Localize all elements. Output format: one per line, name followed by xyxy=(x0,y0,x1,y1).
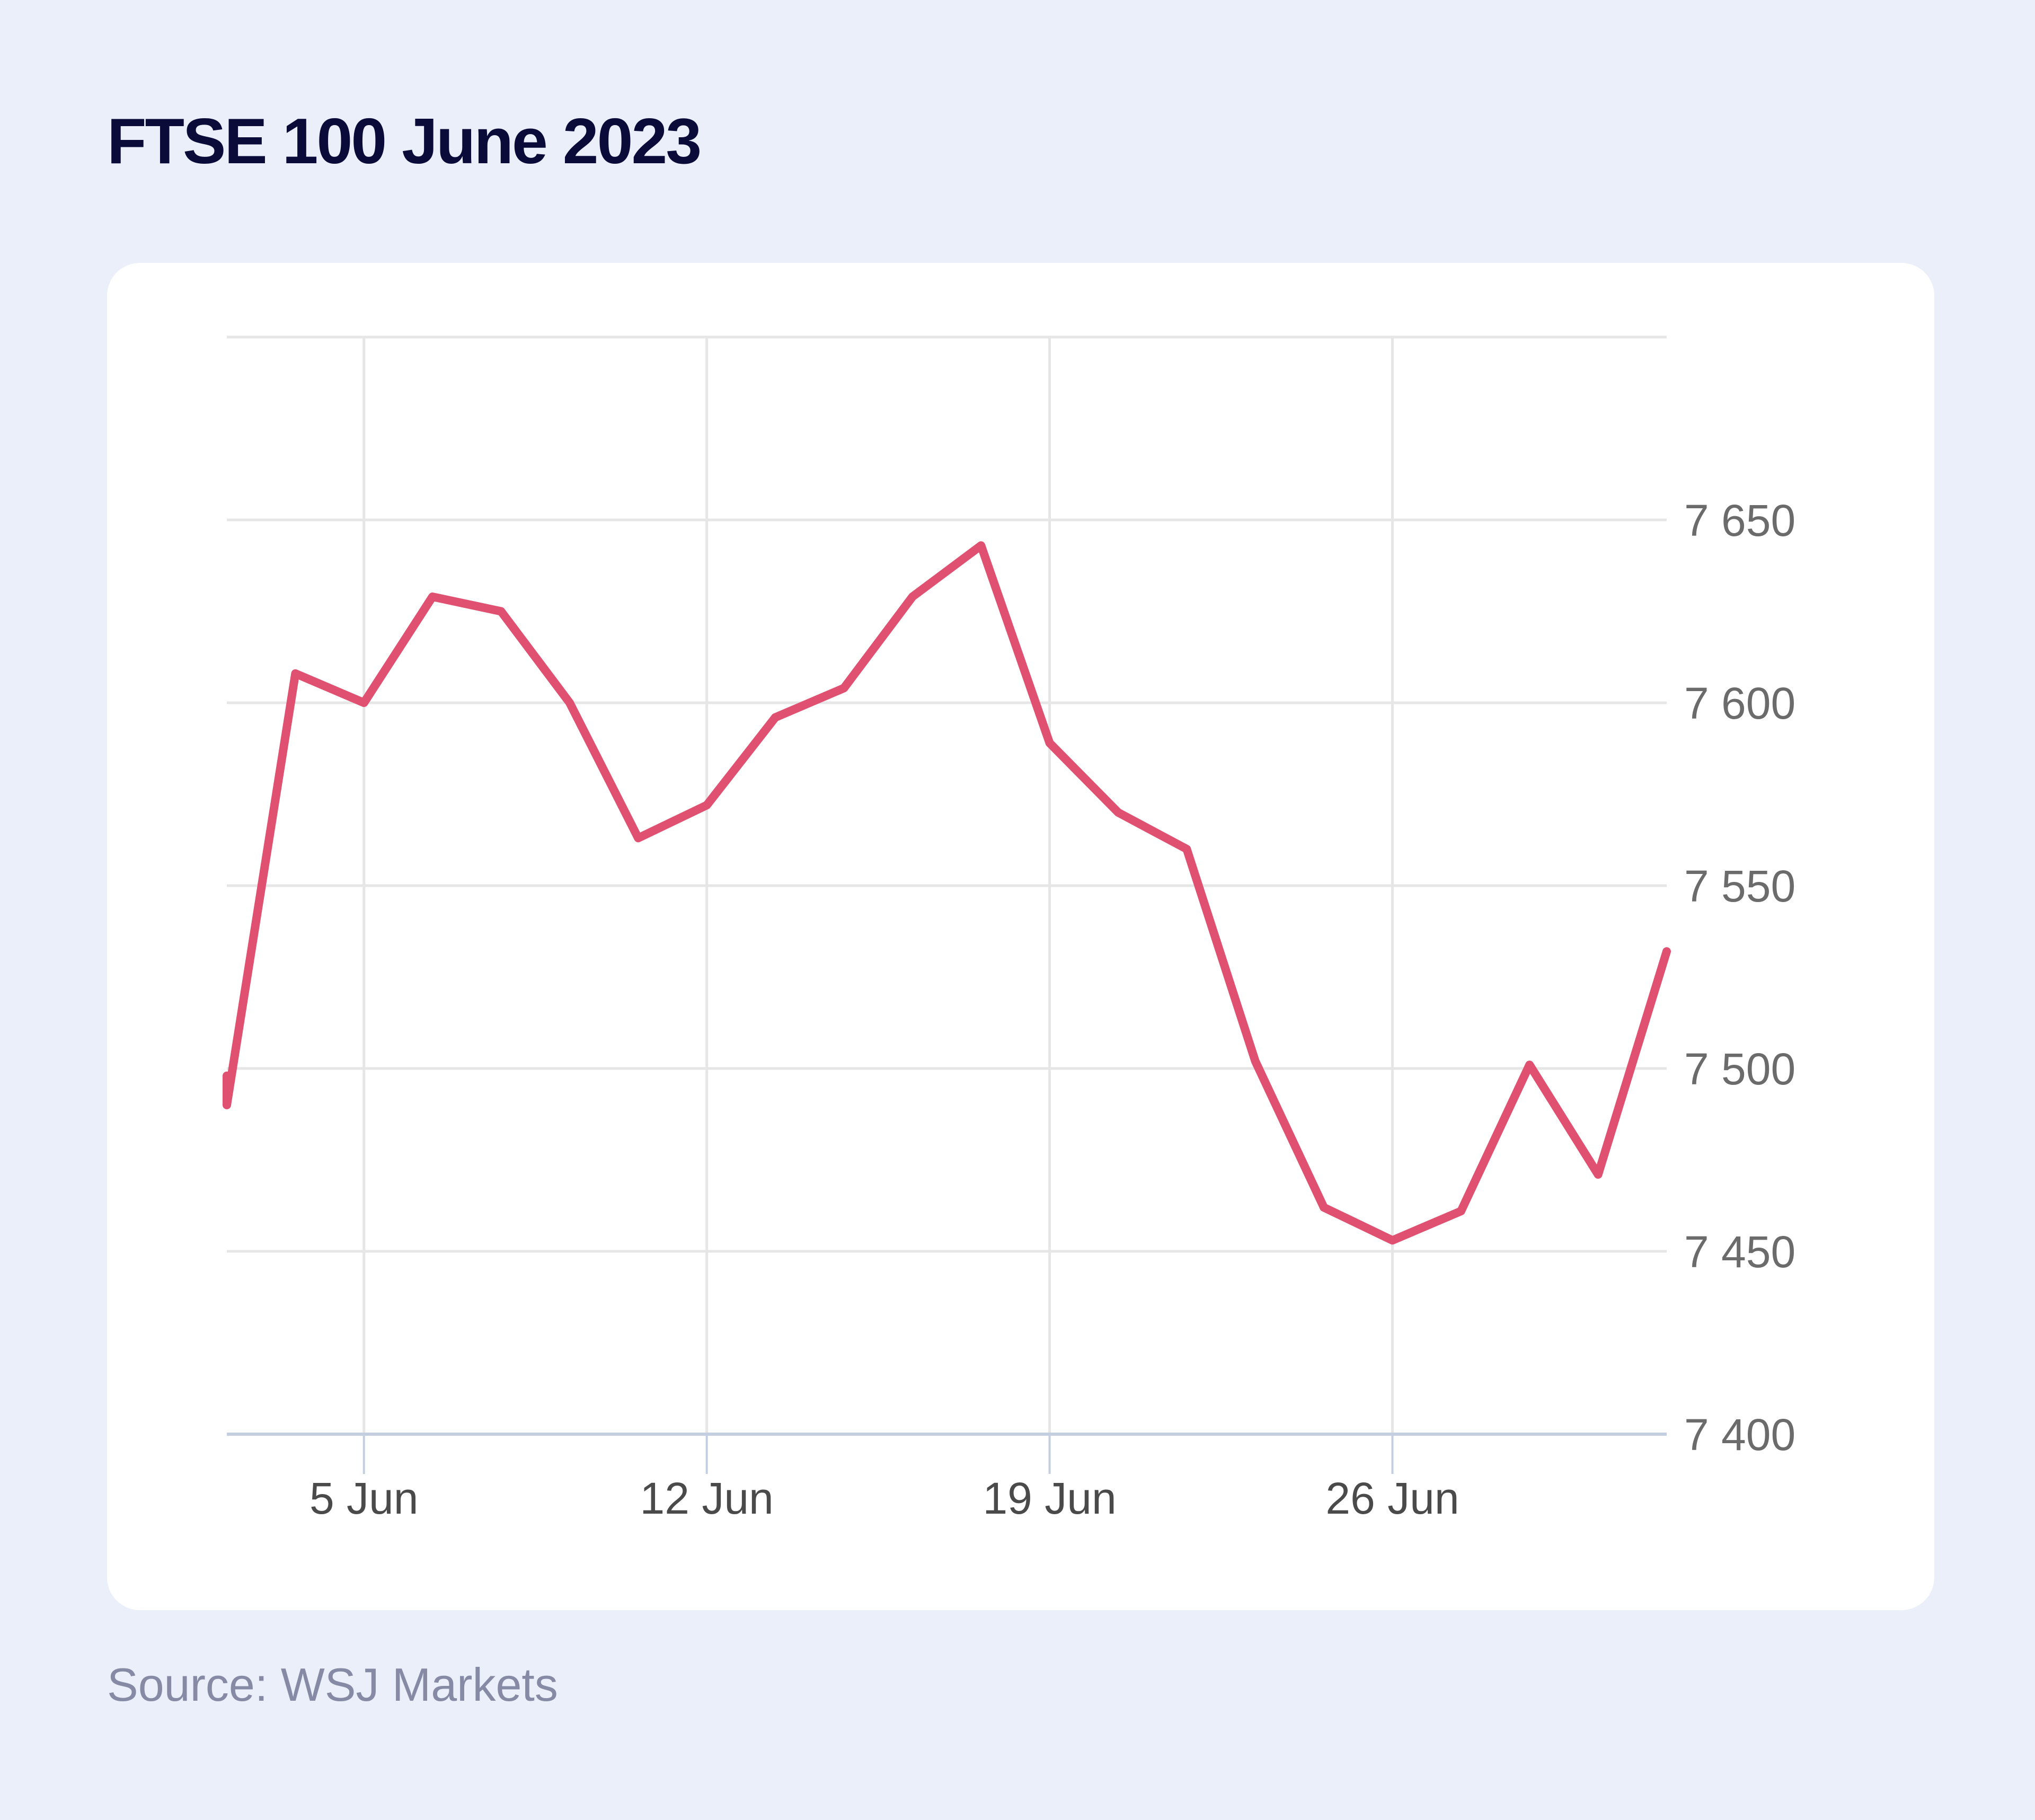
x-tick-label: 5 Jun xyxy=(309,1473,419,1523)
y-tick-label: 7 600 xyxy=(1684,678,1795,728)
line-chart: 7 400 7 450 7 500 7 550 7 600 7 650 5 Jun 12 J… xyxy=(223,335,1795,1523)
x-tick-label: 12 Jun xyxy=(640,1473,774,1523)
y-tick-label: 7 400 xyxy=(1684,1410,1795,1460)
y-tick-label: 7 550 xyxy=(1684,861,1795,911)
y-axis-labels: 7 400 7 450 7 500 7 550 7 600 7 650 xyxy=(1684,496,1795,1460)
ftse-100-line xyxy=(223,541,1671,1245)
vertical-gridlines xyxy=(362,337,1394,1474)
x-tick-label: 19 Jun xyxy=(983,1473,1116,1523)
chart-card: 7 400 7 450 7 500 7 550 7 600 7 650 5 Jun 12 J… xyxy=(107,263,1934,1610)
y-tick-label: 7 450 xyxy=(1684,1227,1795,1277)
source-note: Source: WSJ Markets xyxy=(107,1658,558,1711)
y-tick-label: 7 500 xyxy=(1684,1044,1795,1094)
horizontal-gridlines xyxy=(227,335,1667,1253)
x-tick-label: 26 Jun xyxy=(1325,1473,1459,1523)
chart-title: FTSE 100 June 2023 xyxy=(107,105,702,177)
y-tick-label: 7 650 xyxy=(1684,496,1795,545)
x-axis-labels: 5 Jun 12 Jun 19 Jun 26 Jun xyxy=(309,1473,1459,1523)
